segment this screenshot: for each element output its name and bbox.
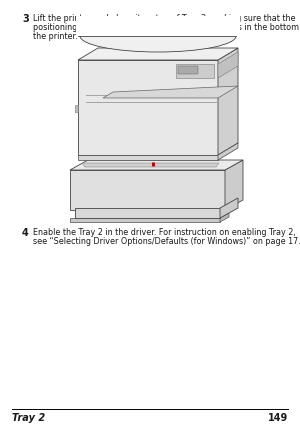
Polygon shape — [218, 48, 238, 155]
Polygon shape — [220, 213, 229, 222]
Polygon shape — [70, 218, 220, 222]
Bar — [76, 16, 240, 36]
Polygon shape — [176, 64, 214, 78]
Polygon shape — [103, 86, 238, 98]
Polygon shape — [75, 208, 220, 218]
Polygon shape — [178, 66, 198, 74]
Text: positioning pins on Tray 2 correctly fit into the holes in the bottom of: positioning pins on Tray 2 correctly fit… — [33, 23, 300, 32]
Polygon shape — [218, 52, 238, 78]
Polygon shape — [75, 105, 78, 112]
Polygon shape — [220, 198, 238, 218]
Text: the printer.: the printer. — [33, 32, 78, 41]
Text: see “Selecting Driver Options/Defaults (for Windows)” on page 17.: see “Selecting Driver Options/Defaults (… — [33, 237, 300, 246]
Polygon shape — [218, 143, 238, 160]
Polygon shape — [82, 163, 219, 167]
Polygon shape — [78, 48, 238, 60]
Text: Enable the Tray 2 in the driver. For instruction on enabling Tray 2,: Enable the Tray 2 in the driver. For ins… — [33, 228, 296, 237]
Text: 149: 149 — [268, 413, 288, 423]
Ellipse shape — [80, 20, 236, 52]
Polygon shape — [78, 60, 218, 155]
Text: 3: 3 — [22, 14, 29, 24]
Text: 4: 4 — [22, 228, 29, 238]
Polygon shape — [70, 170, 225, 210]
Polygon shape — [78, 155, 218, 160]
Text: Lift the printer and place it on top of Tray 2, making sure that the: Lift the printer and place it on top of … — [33, 14, 296, 23]
Text: Tray 2: Tray 2 — [12, 413, 45, 423]
Polygon shape — [70, 160, 243, 170]
Polygon shape — [225, 160, 243, 210]
